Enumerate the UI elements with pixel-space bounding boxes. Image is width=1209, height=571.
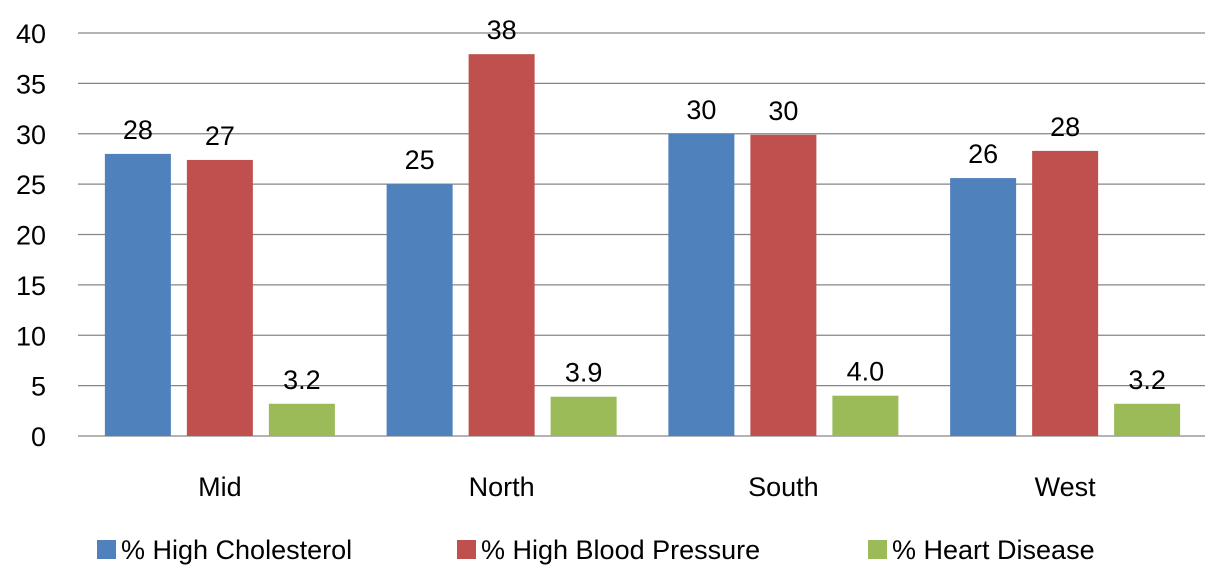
y-tick-label: 25 — [16, 170, 46, 200]
y-axis-ticks: 0 5 10 15 20 25 30 35 40 — [16, 19, 46, 452]
data-labels: 28 27 3.2 25 38 3.9 30 30 4.0 26 28 3.2 — [123, 15, 1166, 395]
y-tick-label: 15 — [16, 271, 46, 301]
bar — [186, 159, 253, 436]
bar — [468, 54, 535, 436]
legend-label: % High Blood Pressure — [481, 535, 760, 565]
data-label: 28 — [123, 115, 153, 145]
bar — [1032, 150, 1099, 436]
data-label: 4.0 — [847, 357, 885, 387]
x-axis-categories: Mid North South West — [198, 472, 1096, 502]
data-label: 3.2 — [283, 365, 321, 395]
data-label: 3.9 — [565, 358, 603, 388]
bar — [750, 134, 817, 436]
data-label: 3.2 — [1128, 365, 1166, 395]
data-label: 38 — [487, 15, 517, 45]
legend-label: % Heart Disease — [892, 535, 1095, 565]
x-category-label: North — [469, 472, 535, 502]
legend-swatch — [97, 540, 116, 559]
bar — [832, 395, 899, 436]
bar — [550, 396, 617, 436]
legend-swatch — [868, 540, 887, 559]
y-tick-label: 0 — [31, 422, 46, 452]
x-category-label: South — [748, 472, 819, 502]
legend-label: % High Cholesterol — [121, 535, 352, 565]
bar — [104, 153, 171, 436]
legend: % High Cholesterol % High Blood Pressure%… — [97, 535, 1095, 565]
x-category-label: Mid — [198, 472, 242, 502]
y-tick-label: 35 — [16, 69, 46, 99]
data-label: 30 — [768, 96, 798, 126]
data-label: 28 — [1050, 112, 1080, 142]
y-tick-label: 30 — [16, 120, 46, 150]
data-label: 25 — [405, 145, 435, 175]
y-tick-label: 40 — [16, 19, 46, 49]
y-tick-label: 5 — [31, 372, 46, 402]
data-label: 26 — [968, 139, 998, 169]
bar — [950, 178, 1017, 436]
bar — [668, 133, 735, 436]
data-label: 27 — [205, 121, 235, 151]
bars — [104, 54, 1181, 436]
gridlines — [78, 32, 1205, 437]
y-tick-label: 20 — [16, 221, 46, 251]
bar — [386, 184, 453, 436]
bar — [1114, 403, 1181, 436]
data-label: 30 — [686, 95, 716, 125]
x-category-label: West — [1035, 472, 1097, 502]
bar — [268, 403, 335, 436]
legend-swatch — [457, 540, 476, 559]
y-tick-label: 10 — [16, 321, 46, 351]
